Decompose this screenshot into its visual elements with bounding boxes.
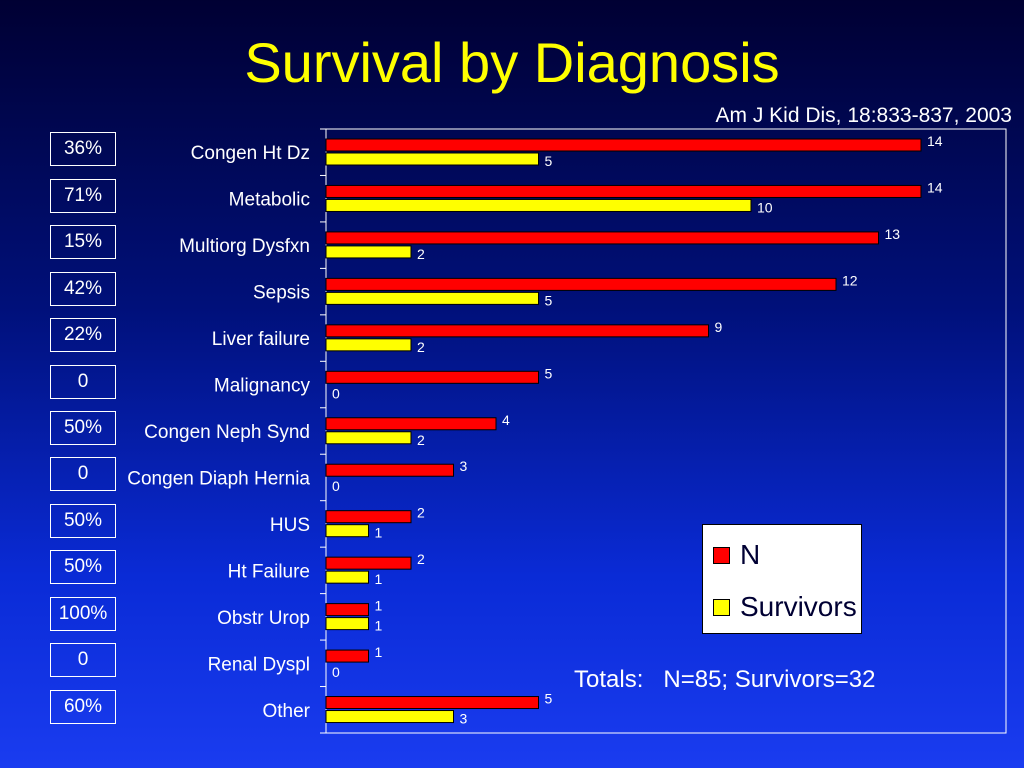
bar-n	[325, 696, 539, 710]
category-label: Multiorg Dysfxn	[179, 236, 310, 257]
bar-survivors	[325, 198, 752, 212]
data-label-survivors: 1	[375, 525, 383, 541]
bar-survivors	[325, 245, 412, 259]
category-label: Metabolic	[229, 190, 310, 211]
data-label-n: 2	[417, 505, 425, 521]
survival-percent-box: 42%	[50, 271, 116, 306]
category-label: Liver failure	[212, 329, 310, 350]
data-label-n: 13	[885, 226, 901, 242]
survival-percent-box: 50%	[50, 550, 116, 585]
survival-percent-box: 0	[50, 643, 116, 678]
category-label: Malignancy	[214, 376, 311, 397]
legend-item-n: N	[713, 539, 760, 571]
category-label: Renal Dyspl	[208, 654, 310, 675]
bar-survivors	[325, 570, 369, 584]
bar-n	[325, 463, 454, 477]
category-label: HUS	[270, 515, 310, 536]
data-label-n: 3	[460, 458, 468, 474]
totals-label: Totals:	[574, 666, 644, 693]
legend-item-survivors: Survivors	[713, 591, 857, 623]
bar-n	[325, 231, 879, 245]
bar-n	[325, 277, 837, 291]
citation: Am J Kid Dis, 18:833-837, 2003	[715, 104, 1012, 127]
data-label-survivors: 1	[375, 618, 383, 634]
data-label-survivors: 2	[417, 246, 425, 262]
totals: Totals: N=85; Survivors=32	[574, 666, 876, 694]
category-label: Other	[262, 701, 310, 722]
bar-n	[325, 184, 922, 198]
data-label-survivors: 0	[332, 385, 340, 401]
data-label-n: 14	[927, 179, 943, 195]
bar-survivors	[325, 291, 539, 305]
bar-survivors	[325, 338, 412, 352]
survival-percent-box: 22%	[50, 318, 116, 353]
survival-percent-box: 50%	[50, 503, 116, 538]
survival-percent-box: 15%	[50, 225, 116, 260]
legend-swatch-n	[713, 546, 730, 564]
category-label: Congen Ht Dz	[191, 143, 310, 164]
chart-title: Survival by Diagnosis	[244, 31, 780, 94]
data-label-n: 1	[375, 644, 383, 660]
bar-n	[325, 649, 369, 663]
bar-n	[325, 417, 497, 431]
data-label-n: 9	[715, 319, 723, 335]
bar-survivors	[325, 524, 369, 538]
data-label-survivors: 5	[545, 292, 553, 308]
survival-percent-box: 0	[50, 457, 116, 492]
bar-survivors	[325, 431, 412, 445]
data-label-survivors: 0	[332, 664, 340, 680]
survival-percent-box: 60%	[50, 689, 116, 724]
data-label-n: 1	[375, 598, 383, 614]
bar-n	[325, 510, 412, 524]
data-label-n: 2	[417, 551, 425, 567]
bar-survivors	[325, 710, 454, 724]
bar-n	[325, 556, 412, 570]
data-label-survivors: 5	[545, 153, 553, 169]
legend-swatch-survivors	[713, 598, 730, 616]
data-label-survivors: 3	[460, 711, 468, 727]
data-label-survivors: 1	[375, 571, 383, 587]
category-label: Ht Failure	[228, 561, 310, 582]
survival-percent-box: 71%	[50, 178, 116, 213]
data-label-n: 5	[545, 691, 553, 707]
legend: N Survivors	[702, 524, 862, 634]
plot-area	[325, 128, 1007, 734]
bar-n	[325, 370, 539, 384]
data-label-survivors: 2	[417, 432, 425, 448]
category-label: Congen Neph Synd	[144, 422, 310, 443]
data-label-survivors: 2	[417, 339, 425, 355]
legend-label-survivors: Survivors	[740, 591, 857, 622]
data-label-n: 5	[545, 365, 553, 381]
bar-n	[325, 138, 922, 152]
category-label: Sepsis	[253, 283, 310, 304]
bar-survivors	[325, 617, 369, 631]
category-label: Obstr Urop	[217, 608, 310, 629]
survival-percent-box: 0	[50, 364, 116, 399]
bar-survivors	[325, 152, 539, 166]
totals-value: N=85; Survivors=32	[663, 666, 876, 693]
data-label-n: 14	[927, 133, 943, 149]
bar-n	[325, 324, 709, 338]
data-label-n: 12	[842, 272, 858, 288]
data-label-survivors: 10	[757, 199, 773, 215]
data-label-survivors: 0	[332, 478, 340, 494]
legend-label-n: N	[740, 539, 761, 570]
bar-n	[325, 603, 369, 617]
category-label: Congen Diaph Hernia	[127, 468, 310, 489]
survival-percent-box: 100%	[50, 596, 116, 631]
survival-percent-box: 50%	[50, 411, 116, 445]
survival-percent-box: 36%	[50, 132, 116, 167]
data-label-n: 4	[502, 412, 510, 428]
